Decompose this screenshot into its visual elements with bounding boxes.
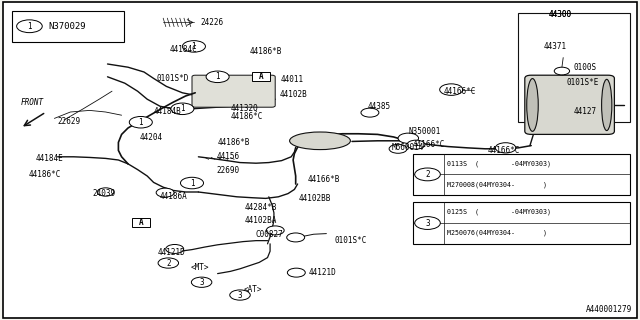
Text: N370029: N370029 — [48, 22, 86, 31]
Circle shape — [495, 143, 516, 153]
Text: 44127: 44127 — [573, 108, 596, 116]
Bar — [12, 11, 124, 42]
Text: N350001: N350001 — [408, 127, 441, 136]
Text: 2: 2 — [166, 259, 171, 268]
Circle shape — [415, 168, 440, 181]
Text: 44102BA: 44102BA — [244, 216, 277, 225]
Text: M270008(04MY0304-       ): M270008(04MY0304- ) — [447, 181, 547, 188]
Text: M250076(04MY0304-       ): M250076(04MY0304- ) — [447, 230, 547, 236]
Text: 22629: 22629 — [58, 117, 81, 126]
Text: <MT>: <MT> — [191, 263, 209, 272]
Circle shape — [182, 41, 205, 52]
Text: 0101S*D: 0101S*D — [157, 74, 189, 83]
Text: 44385: 44385 — [368, 102, 391, 111]
Text: 44371: 44371 — [544, 42, 567, 51]
Circle shape — [97, 188, 114, 196]
Text: 44186*B: 44186*B — [250, 47, 282, 56]
Circle shape — [171, 103, 194, 115]
Text: 1: 1 — [27, 22, 32, 31]
Circle shape — [206, 71, 229, 83]
Text: 44156: 44156 — [216, 152, 239, 161]
Text: 44166*C: 44166*C — [488, 146, 520, 155]
Circle shape — [554, 67, 570, 75]
Circle shape — [158, 258, 179, 268]
Circle shape — [191, 277, 212, 287]
Circle shape — [389, 144, 407, 153]
Text: 44132Q: 44132Q — [230, 104, 258, 113]
Text: 44184C: 44184C — [170, 45, 197, 54]
Text: 0100S: 0100S — [573, 63, 596, 72]
Text: 44166*C: 44166*C — [444, 87, 476, 96]
Circle shape — [415, 217, 440, 229]
Text: 24226: 24226 — [200, 18, 223, 27]
Text: 3: 3 — [199, 278, 204, 287]
Circle shape — [398, 133, 419, 143]
Text: 44184E: 44184E — [35, 154, 63, 163]
Text: 44166*B: 44166*B — [307, 175, 340, 184]
Text: 0125S  (        -04MY0303): 0125S ( -04MY0303) — [447, 209, 550, 215]
Bar — [413, 202, 630, 244]
Text: <AT>: <AT> — [243, 285, 262, 294]
Text: FRONT: FRONT — [20, 98, 44, 107]
Text: 44184B: 44184B — [154, 108, 181, 116]
Bar — [413, 154, 630, 195]
Circle shape — [407, 140, 425, 149]
Text: 3: 3 — [425, 219, 430, 228]
Circle shape — [180, 177, 204, 189]
Text: A440001279: A440001279 — [586, 305, 632, 314]
Circle shape — [166, 244, 184, 253]
Text: 0113S  (        -04MY0303): 0113S ( -04MY0303) — [447, 160, 550, 167]
Text: A: A — [259, 72, 264, 81]
Text: 44186*B: 44186*B — [218, 138, 250, 147]
Text: 1: 1 — [191, 42, 196, 51]
Circle shape — [129, 116, 152, 128]
Text: 22690: 22690 — [216, 166, 239, 175]
Text: 44186*C: 44186*C — [230, 112, 263, 121]
Circle shape — [266, 226, 284, 235]
Text: 0101S*C: 0101S*C — [334, 236, 367, 245]
Circle shape — [230, 290, 250, 300]
Text: 44121D: 44121D — [309, 268, 337, 277]
FancyBboxPatch shape — [192, 75, 275, 107]
Ellipse shape — [602, 79, 612, 131]
Text: 44121D: 44121D — [158, 248, 186, 257]
Bar — [518, 13, 630, 122]
Bar — [252, 72, 270, 81]
Text: 44300: 44300 — [549, 10, 572, 19]
Text: 44186*C: 44186*C — [29, 170, 61, 179]
Text: 44102BB: 44102BB — [299, 194, 332, 203]
Circle shape — [440, 84, 463, 95]
Text: 2: 2 — [425, 170, 430, 179]
Text: 44300: 44300 — [549, 10, 572, 19]
Circle shape — [17, 20, 42, 33]
Text: 44166*C: 44166*C — [413, 140, 445, 149]
Text: 1: 1 — [189, 179, 195, 188]
Text: 44186A: 44186A — [160, 192, 188, 201]
FancyBboxPatch shape — [525, 75, 614, 134]
Text: 24039: 24039 — [93, 189, 116, 198]
Text: 3: 3 — [237, 291, 243, 300]
Circle shape — [156, 188, 174, 197]
Text: 44011: 44011 — [280, 76, 303, 84]
Text: 0101S*E: 0101S*E — [566, 78, 599, 87]
Bar — [132, 218, 150, 227]
Circle shape — [287, 268, 305, 277]
Ellipse shape — [290, 132, 351, 149]
Text: 1: 1 — [180, 104, 185, 113]
Text: 1: 1 — [215, 72, 220, 81]
Text: 1: 1 — [138, 118, 143, 127]
Text: 44204: 44204 — [140, 133, 163, 142]
Circle shape — [361, 108, 379, 117]
Text: 44102B: 44102B — [280, 90, 307, 99]
Text: M660014: M660014 — [392, 143, 424, 152]
Ellipse shape — [527, 78, 538, 131]
Circle shape — [287, 233, 305, 242]
Text: 44284*B: 44284*B — [244, 204, 277, 212]
Text: C00827: C00827 — [256, 230, 284, 239]
Text: A: A — [138, 218, 143, 227]
